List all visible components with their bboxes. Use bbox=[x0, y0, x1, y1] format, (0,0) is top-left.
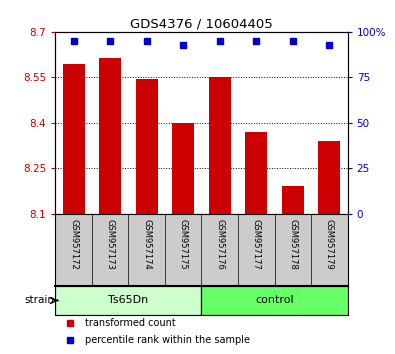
Text: GSM957176: GSM957176 bbox=[215, 219, 224, 270]
Bar bbox=[318, 141, 340, 213]
Text: percentile rank within the sample: percentile rank within the sample bbox=[85, 336, 250, 346]
Text: GSM957175: GSM957175 bbox=[179, 219, 188, 270]
Text: GSM957173: GSM957173 bbox=[105, 219, 115, 270]
Text: control: control bbox=[255, 296, 294, 306]
Bar bbox=[282, 186, 304, 213]
Bar bbox=[209, 77, 231, 213]
Text: GSM957172: GSM957172 bbox=[69, 219, 78, 270]
Bar bbox=[172, 123, 194, 213]
Bar bbox=[55, 286, 201, 315]
Bar bbox=[245, 132, 267, 213]
Text: GSM957174: GSM957174 bbox=[142, 219, 151, 270]
Bar bbox=[63, 64, 85, 213]
Text: GSM957177: GSM957177 bbox=[252, 219, 261, 270]
Bar bbox=[201, 286, 348, 315]
Text: GSM957179: GSM957179 bbox=[325, 219, 334, 270]
Text: strain: strain bbox=[24, 296, 55, 306]
Text: Ts65Dn: Ts65Dn bbox=[108, 296, 149, 306]
Title: GDS4376 / 10604405: GDS4376 / 10604405 bbox=[130, 18, 273, 31]
Bar bbox=[99, 58, 121, 213]
Bar bbox=[136, 79, 158, 213]
Text: transformed count: transformed count bbox=[85, 318, 175, 328]
Text: GSM957178: GSM957178 bbox=[288, 219, 297, 270]
